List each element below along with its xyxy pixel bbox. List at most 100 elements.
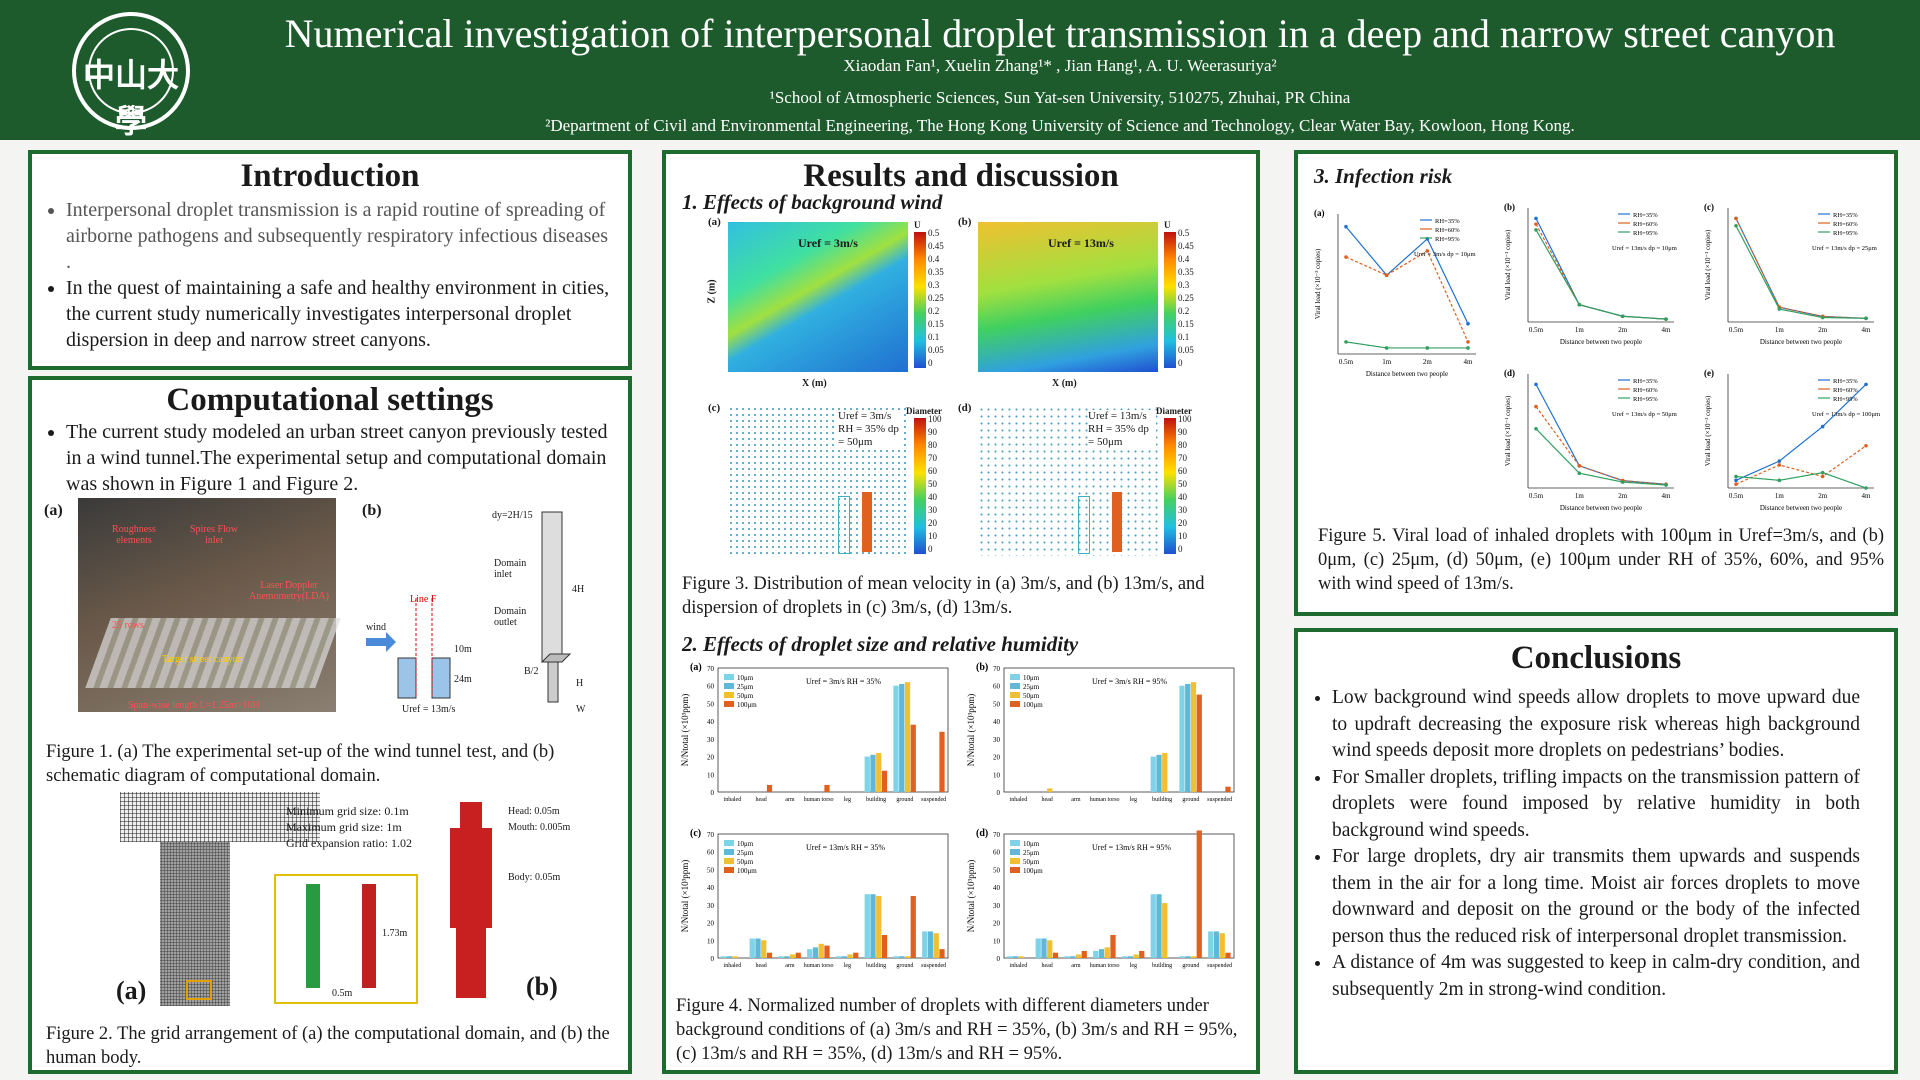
x-axis-label: Distance between two people xyxy=(1560,504,1642,512)
results-heading: Results and discussion xyxy=(803,158,1119,194)
x-tick-label: 2m xyxy=(1618,492,1628,500)
photo-label: Target street canyon xyxy=(162,654,243,665)
data-point xyxy=(1734,482,1738,486)
colorbar-tick: 30 xyxy=(1178,505,1187,515)
droplet-dispersion-3ms: Uref = 3m/s RH = 35% dp = 50μm xyxy=(728,406,908,556)
y-axis-label: N/Ntotal (×10³ppm) xyxy=(966,694,976,767)
bar xyxy=(766,952,773,958)
bar xyxy=(1104,947,1110,958)
colorbar-tick: 0.05 xyxy=(928,345,944,355)
photo-label: Laser Doppler Anemometry(LDA) xyxy=(249,580,329,602)
line-chart: (a) Distance between two people Viral load… xyxy=(1312,206,1484,382)
colorbar-tick: 10 xyxy=(1178,531,1187,541)
grid-info: Grid expansion ratio: 1.02 xyxy=(286,836,412,850)
bar xyxy=(1150,894,1156,958)
y-axis-label: N/Ntotal (×10³ppm) xyxy=(680,694,690,767)
bar xyxy=(847,954,853,958)
conclusions-panel: Conclusions Low background wind speeds a… xyxy=(1294,628,1898,1074)
legend-label: 100μm xyxy=(737,701,757,709)
x-tick-label: building xyxy=(1152,797,1172,803)
computational-heading: Computational settings xyxy=(166,382,494,418)
colorbar-tick: 80 xyxy=(928,440,937,450)
bar xyxy=(766,784,773,792)
data-point xyxy=(1384,346,1389,350)
legend-swatch xyxy=(724,701,734,707)
person-orange xyxy=(1112,492,1122,552)
data-point xyxy=(1864,382,1868,387)
x-tick-label: arm xyxy=(1071,797,1081,803)
colorbar-tick: 0.45 xyxy=(1178,241,1194,251)
data-point xyxy=(1577,463,1582,468)
diagram-label: 10m xyxy=(454,644,472,655)
data-point xyxy=(1534,404,1538,409)
series-line xyxy=(1735,218,1867,319)
fig3-label-a: (a) xyxy=(708,216,721,228)
bar xyxy=(1225,952,1231,958)
bar xyxy=(881,770,888,792)
introduction-bullet: Interpersonal droplet transmission is a … xyxy=(66,197,618,275)
colorbar-title: U xyxy=(1164,220,1171,230)
bar xyxy=(910,724,916,792)
y-tick-label: 50 xyxy=(993,700,1001,708)
colorbar-tick: 50 xyxy=(928,479,937,489)
person-orange xyxy=(862,492,872,552)
colorbar-tick: 0.1 xyxy=(928,332,940,342)
colorbar-tick: 20 xyxy=(1178,518,1187,528)
colorbar-tick: 30 xyxy=(928,505,937,515)
colorbar-tick: 0.3 xyxy=(1178,280,1190,290)
domain-schematic xyxy=(366,511,572,703)
diagram-label: Domain outlet xyxy=(494,606,527,628)
data-point xyxy=(1620,480,1625,484)
person-cyan xyxy=(838,496,850,554)
x-tick-label: 4m xyxy=(1662,326,1672,334)
chart-panel-label: (b) xyxy=(976,662,988,673)
x-tick-label: 4m xyxy=(1464,358,1474,366)
body-label: Body: 0.05m xyxy=(508,872,561,883)
x-tick-label: building xyxy=(866,797,886,803)
introduction-panel: Introduction Interpersonal droplet trans… xyxy=(28,150,632,370)
green-human-model xyxy=(306,884,320,988)
x-tick-label: ground xyxy=(1182,797,1199,803)
colorbar-tick: 80 xyxy=(1178,440,1187,450)
fig1-label-a: (a) xyxy=(44,502,63,519)
affiliation-1: ¹School of Atmospheric Sciences, Sun Yat… xyxy=(769,88,1351,107)
bar xyxy=(807,949,813,958)
bar xyxy=(904,682,911,792)
legend-label: 10μm xyxy=(737,674,754,682)
series-line xyxy=(1535,223,1667,320)
data-point xyxy=(1864,316,1868,321)
x-tick-label: 1m xyxy=(1382,358,1392,366)
data-point xyxy=(1534,382,1538,387)
bar xyxy=(1075,954,1082,958)
grid-top xyxy=(120,792,320,842)
y-axis-label: Viral load (×10⁻¹ copies) xyxy=(1504,395,1512,466)
chart-annotation: Uref = 13m/s RH = 95% xyxy=(1092,843,1171,852)
chart-panel-label: (a) xyxy=(1314,208,1325,218)
bar xyxy=(1196,830,1202,958)
photo-label: 25 rows xyxy=(112,620,144,631)
red-human-model xyxy=(362,884,376,988)
bar xyxy=(1070,956,1076,958)
bar xyxy=(720,956,727,958)
legend-label: 50μm xyxy=(737,858,754,866)
colorbar-tick: 0.45 xyxy=(928,241,944,251)
bar xyxy=(1208,931,1214,958)
data-point xyxy=(1777,478,1782,483)
colorbar-tick: 0.25 xyxy=(928,293,944,303)
data-point xyxy=(1534,216,1538,221)
legend-label: RH=95% xyxy=(1435,236,1460,243)
y-tick-label: 70 xyxy=(707,831,715,839)
legend-label: RH=60% xyxy=(1633,387,1658,394)
y-tick-label: 40 xyxy=(707,884,715,892)
logo-ring xyxy=(88,28,174,114)
figure-3-caption: Figure 3. Distribution of mean velocity … xyxy=(682,574,1205,618)
x-axis-label: X (m) xyxy=(802,378,827,389)
x-tick-label: 2m xyxy=(1423,358,1433,366)
legend-label: 100μm xyxy=(1023,867,1043,875)
bar xyxy=(864,894,870,958)
bar xyxy=(841,956,847,958)
bar xyxy=(1150,756,1156,792)
x-tick-label: 0.5m xyxy=(1729,326,1744,334)
bar xyxy=(1018,956,1024,958)
authors: Xiaodan Fan¹, Xuelin Zhang¹* , Jian Hang… xyxy=(843,56,1277,75)
